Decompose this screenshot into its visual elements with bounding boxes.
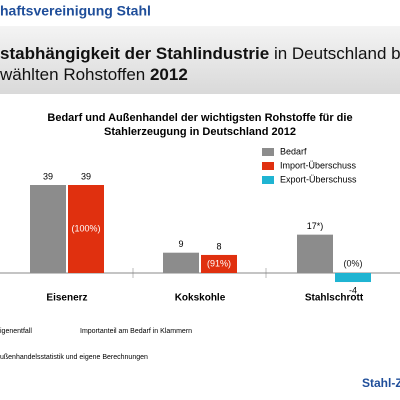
legend-swatch (262, 162, 274, 170)
title-rest: wählten Rohstoffen (0, 65, 150, 84)
bar (163, 252, 199, 273)
legend-swatch (262, 148, 274, 156)
share-label: (100%) (71, 223, 100, 233)
title-bold: stabhängigkeit der Stahlindustrie (0, 44, 269, 63)
title-band (0, 26, 400, 94)
title-line: wählten Rohstoffen 2012 (0, 65, 188, 84)
share-label: (91%) (207, 258, 231, 268)
legend-label: Bedarf (280, 146, 307, 156)
category-label: Kokskohle (175, 293, 226, 304)
legend-swatch (262, 176, 274, 184)
value-label: 17*) (307, 221, 324, 231)
bar (335, 273, 371, 283)
brand: Stahl-Z (362, 376, 400, 390)
bar (201, 254, 237, 273)
value-label: 9 (178, 239, 183, 249)
share-label: (0%) (343, 258, 362, 268)
value-label: 8 (216, 241, 221, 251)
footnote: igenentfall (0, 328, 32, 335)
category-label: Stahlschrott (305, 293, 364, 304)
footnote: ußenhandelsstatistik und eigene Berechnu… (0, 354, 148, 361)
chart-title: Stahlerzeugung in Deutschland 2012 (104, 126, 296, 138)
title-rest: in Deutschland bei (269, 44, 400, 63)
legend-label: Import-Überschuss (280, 160, 357, 170)
title-line: stabhängigkeit der Stahlindustrie in Deu… (0, 44, 400, 63)
footnote: Importanteil am Bedarf in Klammern (80, 328, 192, 335)
bar (297, 234, 333, 273)
legend-label: Export-Überschuss (280, 174, 357, 184)
bar (68, 185, 104, 273)
org-name: haftsvereinigung Stahl (0, 3, 151, 19)
category-label: Eisenerz (46, 293, 87, 304)
value-label: 39 (81, 171, 91, 181)
chart-title: Bedarf und Außenhandel der wichtigsten R… (47, 112, 352, 124)
title-bold: 2012 (150, 65, 188, 84)
bar (30, 185, 66, 273)
value-label: -4 (349, 285, 357, 295)
value-label: 39 (43, 171, 53, 181)
